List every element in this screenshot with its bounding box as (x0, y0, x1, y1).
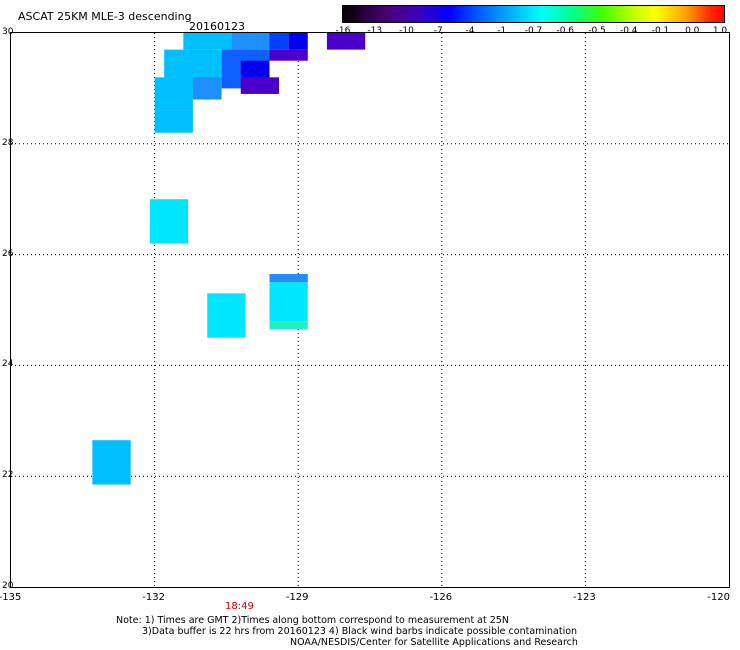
wind-cell-map (11, 33, 729, 587)
colorbar-tick-label: 0.0 (685, 26, 700, 36)
colorbar-tick-label: -1 (497, 26, 507, 36)
colorbar-tick-label: -13 (367, 26, 383, 36)
colorbar-tick-label: -10 (399, 26, 414, 36)
colorbar-tick-label: 1.0 (712, 26, 728, 36)
colorbar-tick-label: -0.4 (619, 26, 638, 36)
map-title: ASCAT 25KM MLE-3 descending (18, 10, 192, 23)
colorbar-tick-label: -0.6 (556, 26, 575, 36)
wind-cell (207, 293, 246, 338)
colorbar-tick-label: -0.5 (588, 26, 606, 36)
wind-cell (288, 33, 308, 50)
latitude-tick-label: 28 (2, 137, 14, 148)
wind-cell (269, 49, 308, 61)
note-line-1: Note: 1) Times are GMT 2)Times along bot… (116, 615, 509, 626)
latitude-tick-label: 22 (2, 470, 14, 481)
wind-cell (192, 77, 222, 100)
wind-cell (154, 110, 193, 133)
longitude-tick-label: -129 (285, 592, 309, 603)
wind-cell (149, 199, 189, 244)
latitude-tick-label: 30 (2, 27, 14, 37)
wind-cell (154, 77, 193, 111)
wind-cell (183, 33, 232, 50)
wind-cell (269, 33, 289, 50)
wind-cell (326, 33, 366, 50)
wind-cell (240, 77, 280, 94)
colorbar (342, 5, 725, 23)
colorbar-tick-label: -0.1 (651, 26, 670, 36)
longitude-tick-label: -123 (573, 592, 596, 603)
colorbar-tick-label: -0.7 (524, 26, 543, 36)
latitude-tick-label: 20 (2, 581, 14, 591)
wind-cell (240, 60, 270, 78)
wind-cell (231, 33, 270, 50)
note-line-3: NOAA/NESDIS/Center for Satellite Applica… (290, 637, 578, 648)
longitude-tick-label: -132 (142, 592, 165, 603)
longitude-tick-label: -120 (707, 592, 730, 603)
wind-cell (269, 282, 308, 322)
wind-cell (269, 273, 308, 283)
latitude-tick-label: 26 (2, 248, 14, 259)
colorbar-tick-label: -16 (335, 26, 351, 36)
colorbar-tick-label: -4 (465, 26, 475, 36)
map-plot-area (10, 32, 730, 588)
longitude-tick-label: -126 (429, 592, 453, 603)
colorbar-tick-label: -7 (433, 26, 443, 36)
longitude-tick-label: -135 (0, 592, 22, 603)
note-line-2: 3)Data buffer is 22 hrs from 20160123 4)… (142, 626, 578, 637)
latitude-tick-label: 24 (2, 359, 14, 370)
time-label: 18:49 (225, 601, 254, 612)
wind-cell (269, 321, 308, 330)
wind-cell (92, 440, 131, 485)
map-date: 20160123 (189, 20, 245, 33)
